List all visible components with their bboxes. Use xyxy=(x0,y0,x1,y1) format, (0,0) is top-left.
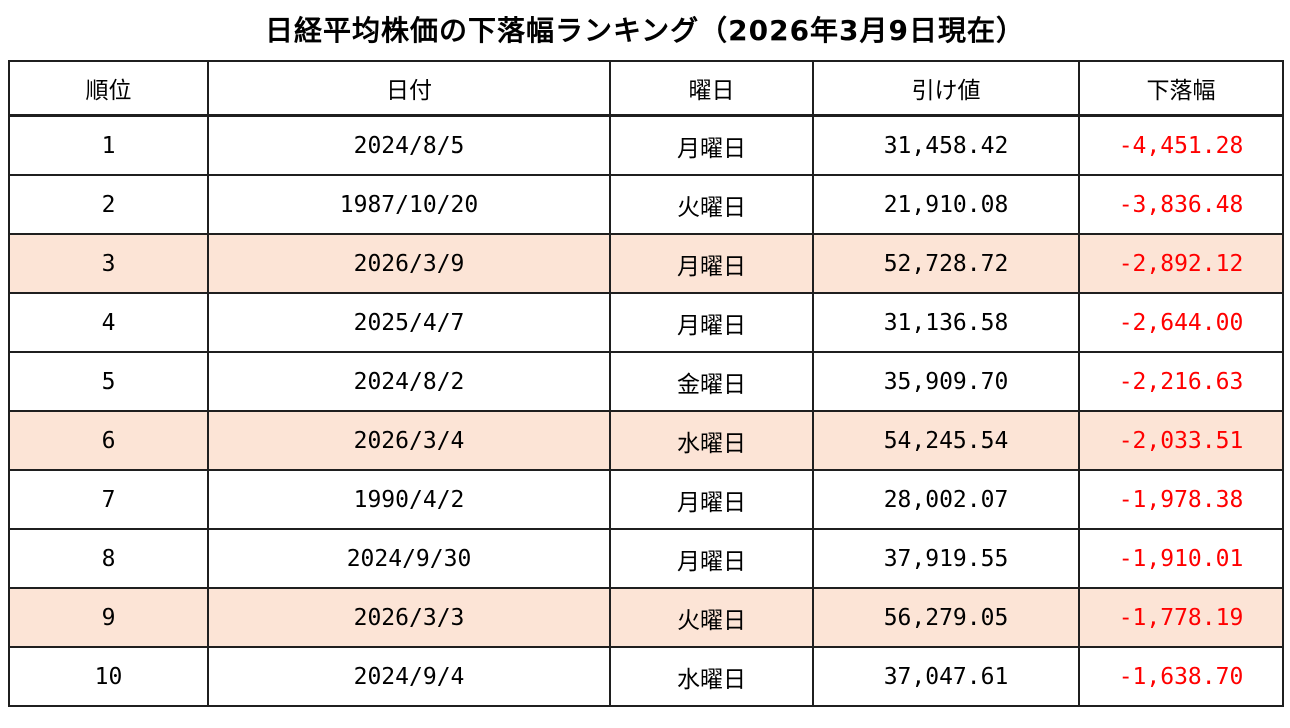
header-weekday: 曜日 xyxy=(609,60,814,117)
decline-cell: -2,892.12 xyxy=(1078,233,1284,294)
weekday-cell: 火曜日 xyxy=(609,174,814,235)
table-row-highlighted: 3 2026/3/9 月曜日 52,728.72 -2,892.12 xyxy=(8,233,1284,294)
weekday-cell: 火曜日 xyxy=(609,587,814,648)
table-row: 7 1990/4/2 月曜日 28,002.07 -1,978.38 xyxy=(8,469,1284,530)
date-cell: 2024/8/2 xyxy=(207,351,611,412)
weekday-cell: 金曜日 xyxy=(609,351,814,412)
table-row: 2 1987/10/20 火曜日 21,910.08 -3,836.48 xyxy=(8,174,1284,235)
weekday-cell: 水曜日 xyxy=(609,646,814,707)
table-row: 10 2024/9/4 水曜日 37,047.61 -1,638.70 xyxy=(8,646,1284,707)
close-cell: 31,136.58 xyxy=(812,292,1080,353)
weekday-cell: 月曜日 xyxy=(609,469,814,530)
close-cell: 35,909.70 xyxy=(812,351,1080,412)
decline-cell: -3,836.48 xyxy=(1078,174,1284,235)
table-row-highlighted: 6 2026/3/4 水曜日 54,245.54 -2,033.51 xyxy=(8,410,1284,471)
close-cell: 56,279.05 xyxy=(812,587,1080,648)
close-cell: 37,047.61 xyxy=(812,646,1080,707)
decline-cell: -2,644.00 xyxy=(1078,292,1284,353)
rank-cell: 4 xyxy=(8,292,209,353)
table-row: 5 2024/8/2 金曜日 35,909.70 -2,216.63 xyxy=(8,351,1284,412)
weekday-cell: 水曜日 xyxy=(609,410,814,471)
page-title: 日経平均株価の下落幅ランキング（2026年3月9日現在） xyxy=(264,14,1026,47)
rank-cell: 10 xyxy=(8,646,209,707)
decline-cell: -2,216.63 xyxy=(1078,351,1284,412)
close-cell: 21,910.08 xyxy=(812,174,1080,235)
close-cell: 54,245.54 xyxy=(812,410,1080,471)
header-decline: 下落幅 xyxy=(1078,60,1284,117)
close-cell: 28,002.07 xyxy=(812,469,1080,530)
rank-cell: 9 xyxy=(8,587,209,648)
weekday-cell: 月曜日 xyxy=(609,233,814,294)
date-cell: 2024/8/5 xyxy=(207,114,611,176)
date-cell: 2026/3/3 xyxy=(207,587,611,648)
decline-ranking-table: 順位 日付 曜日 引け値 下落幅 1 2024/8/5 月曜日 31,458.4… xyxy=(8,60,1284,707)
decline-cell: -1,978.38 xyxy=(1078,469,1284,530)
header-rank: 順位 xyxy=(8,60,209,117)
table-header: 順位 日付 曜日 引け値 下落幅 xyxy=(8,60,1284,117)
rank-cell: 8 xyxy=(8,528,209,589)
decline-cell: -1,778.19 xyxy=(1078,587,1284,648)
date-cell: 2026/3/4 xyxy=(207,410,611,471)
rank-cell: 1 xyxy=(8,114,209,176)
weekday-cell: 月曜日 xyxy=(609,528,814,589)
close-cell: 52,728.72 xyxy=(812,233,1080,294)
date-cell: 1990/4/2 xyxy=(207,469,611,530)
date-cell: 2024/9/4 xyxy=(207,646,611,707)
table-row: 1 2024/8/5 月曜日 31,458.42 -4,451.28 xyxy=(8,114,1284,176)
date-cell: 1987/10/20 xyxy=(207,174,611,235)
date-cell: 2024/9/30 xyxy=(207,528,611,589)
decline-cell: -2,033.51 xyxy=(1078,410,1284,471)
header-date: 日付 xyxy=(207,60,611,117)
table-row: 8 2024/9/30 月曜日 37,919.55 -1,910.01 xyxy=(8,528,1284,589)
rank-cell: 3 xyxy=(8,233,209,294)
table-row-highlighted: 9 2026/3/3 火曜日 56,279.05 -1,778.19 xyxy=(8,587,1284,648)
date-cell: 2025/4/7 xyxy=(207,292,611,353)
close-cell: 37,919.55 xyxy=(812,528,1080,589)
rank-cell: 2 xyxy=(8,174,209,235)
decline-cell: -4,451.28 xyxy=(1078,114,1284,176)
table-body: 1 2024/8/5 月曜日 31,458.42 -4,451.28 2 198… xyxy=(8,114,1284,707)
date-cell: 2026/3/9 xyxy=(207,233,611,294)
decline-cell: -1,638.70 xyxy=(1078,646,1284,707)
close-cell: 31,458.42 xyxy=(812,114,1080,176)
header-row: 順位 日付 曜日 引け値 下落幅 xyxy=(8,60,1284,117)
decline-cell: -1,910.01 xyxy=(1078,528,1284,589)
weekday-cell: 月曜日 xyxy=(609,292,814,353)
table-row: 4 2025/4/7 月曜日 31,136.58 -2,644.00 xyxy=(8,292,1284,353)
weekday-cell: 月曜日 xyxy=(609,114,814,176)
rank-cell: 7 xyxy=(8,469,209,530)
header-close: 引け値 xyxy=(812,60,1080,117)
rank-cell: 5 xyxy=(8,351,209,412)
rank-cell: 6 xyxy=(8,410,209,471)
